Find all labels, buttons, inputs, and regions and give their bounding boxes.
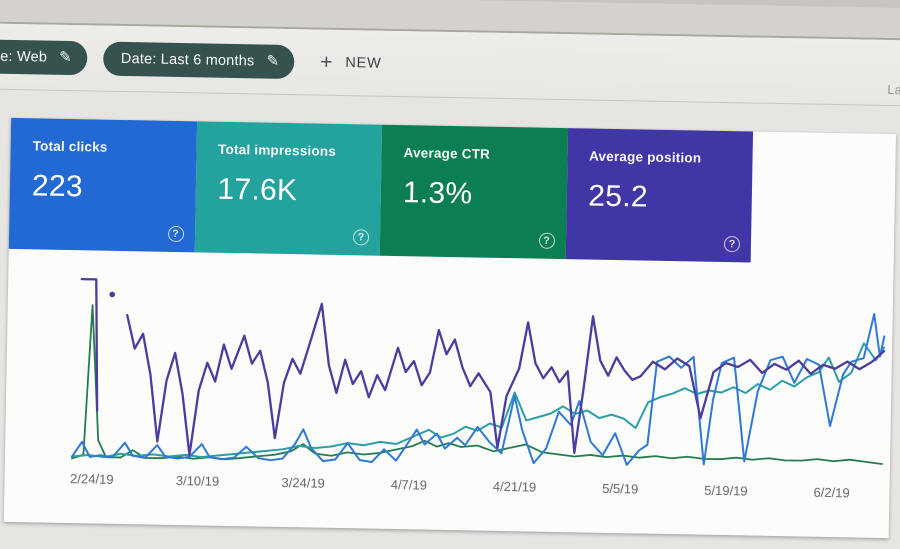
- chart-canvas[interactable]: [72, 277, 885, 477]
- metric-card-average-position[interactable]: Average position 25.2 ?: [565, 128, 754, 263]
- help-icon[interactable]: ?: [538, 232, 555, 249]
- x-axis-label: 6/2/19: [813, 484, 850, 501]
- card-label: Average position: [588, 148, 702, 166]
- performance-line-chart[interactable]: [72, 277, 885, 477]
- last-updated-partial-text: La: [887, 81, 900, 98]
- metric-card-total-impressions[interactable]: Total impressions 17.6K ?: [194, 121, 383, 256]
- x-axis-label: 3/24/19: [281, 474, 326, 491]
- plus-icon: +: [320, 50, 334, 74]
- edit-pencil-icon[interactable]: ✎: [266, 52, 280, 70]
- filter-chip-date-range[interactable]: Date: Last 6 months ✎: [102, 41, 295, 79]
- chart-x-axis: 2/24/19 3/10/19 3/24/19 4/7/19 4/21/19 5/5/19…: [69, 471, 881, 506]
- card-value: 17.6K: [217, 172, 298, 208]
- card-value: 223: [31, 169, 84, 204]
- page-content: Total clicks 223 ? Total impressions 17.…: [0, 90, 900, 549]
- series-line-clicks: [72, 299, 885, 471]
- x-axis-label: 5/19/19: [704, 482, 748, 499]
- x-axis-label: 4/7/19: [390, 476, 428, 493]
- card-value: 1.3%: [402, 176, 473, 211]
- card-label: Total impressions: [217, 141, 337, 159]
- metric-card-total-clicks[interactable]: Total clicks 223 ?: [8, 117, 197, 253]
- x-axis-label: 5/5/19: [602, 480, 639, 497]
- help-icon[interactable]: ?: [167, 225, 184, 243]
- series-line-position: [79, 279, 99, 411]
- new-button-label: NEW: [345, 54, 382, 72]
- x-axis-label: 2/24/19: [69, 471, 114, 487]
- help-icon[interactable]: ?: [352, 229, 370, 246]
- metric-card-average-ctr[interactable]: Average CTR 1.3% ?: [379, 124, 568, 260]
- series-line-impressions: [72, 329, 884, 471]
- filter-chip-label: type: Web: [0, 47, 48, 66]
- x-axis-label: 3/10/19: [175, 473, 220, 489]
- series-line-position: [125, 300, 885, 467]
- help-icon[interactable]: ?: [723, 236, 741, 253]
- card-value: 25.2: [588, 179, 649, 214]
- performance-panel: Total clicks 223 ? Total impressions 17.…: [3, 117, 897, 539]
- card-label: Average CTR: [403, 145, 491, 162]
- filter-chip-label: Date: Last 6 months: [120, 50, 255, 69]
- metric-cards-row: Total clicks 223 ? Total impressions 17.…: [8, 117, 754, 263]
- card-label: Total clicks: [32, 138, 108, 155]
- filter-chip-search-type[interactable]: type: Web ✎: [0, 38, 88, 75]
- x-axis-label: 4/21/19: [492, 478, 537, 495]
- edit-pencil-icon[interactable]: ✎: [58, 48, 73, 66]
- series-line-ctr: [72, 305, 885, 473]
- new-filter-button[interactable]: + NEW: [320, 50, 382, 75]
- data-point-dot: [109, 291, 116, 298]
